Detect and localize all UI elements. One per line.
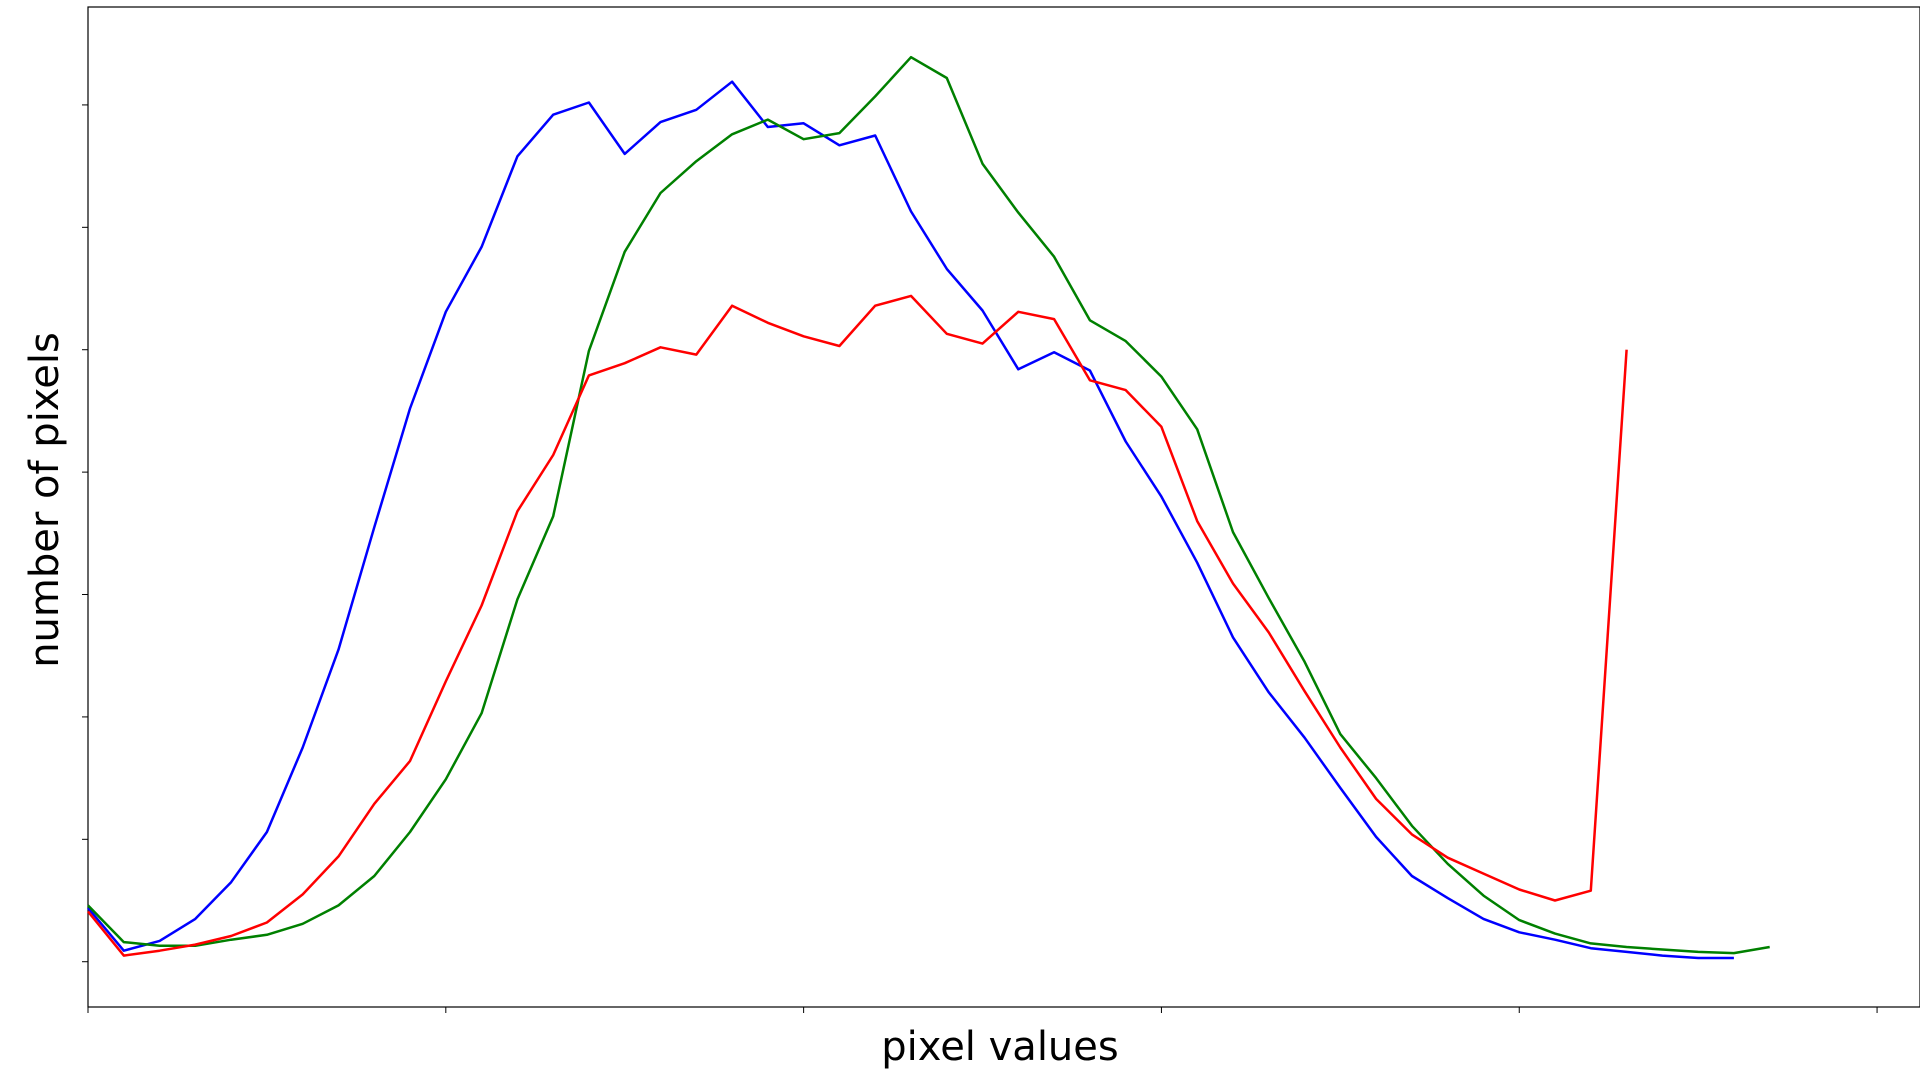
series-lines	[87, 55, 1770, 960]
y-axis-ticks	[82, 104, 88, 963]
x-axis-label: pixel values	[881, 1024, 1118, 1070]
plot-frame	[87, 6, 1920, 1008]
series-line-1	[87, 55, 1770, 955]
series-line-0	[87, 80, 1734, 960]
y-axis-label: number of pixels	[22, 332, 68, 668]
series-line-2	[87, 294, 1628, 957]
x-axis-ticks	[87, 1007, 1878, 1013]
